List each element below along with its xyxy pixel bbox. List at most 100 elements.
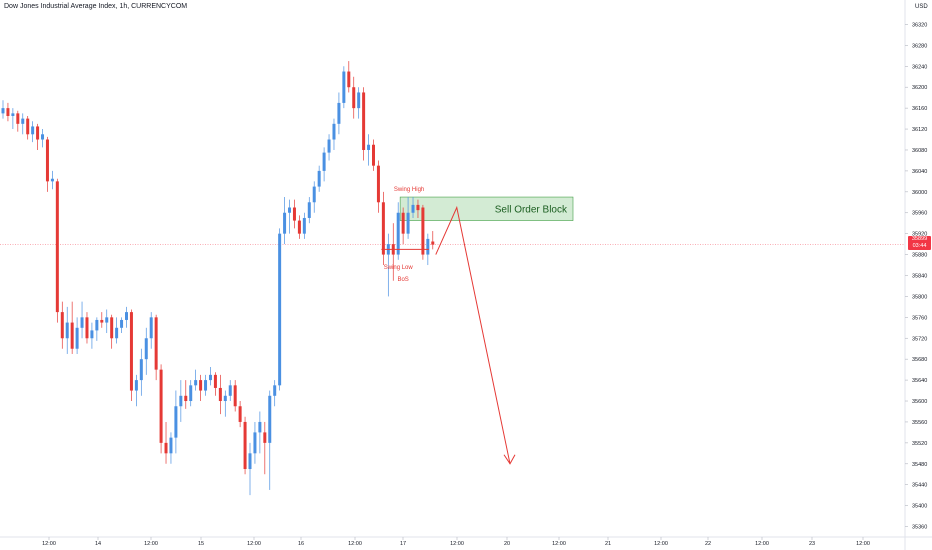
x-tick-label: 20 bbox=[504, 541, 510, 547]
y-tick-label: 35880 bbox=[912, 253, 927, 259]
candle bbox=[381, 191, 385, 266]
candle-body bbox=[154, 317, 158, 370]
candle bbox=[302, 212, 306, 239]
candle bbox=[248, 442, 252, 496]
candle bbox=[327, 134, 331, 161]
swing-high-label: Swing High bbox=[394, 187, 424, 193]
y-tick-label: 35920 bbox=[912, 232, 927, 238]
candle-body bbox=[372, 144, 375, 166]
zone-label: Sell Order Block bbox=[495, 204, 568, 215]
candle-body bbox=[288, 207, 292, 213]
candle-body bbox=[411, 204, 415, 213]
candle-body bbox=[396, 212, 400, 255]
candle bbox=[421, 204, 425, 260]
candle-body bbox=[416, 204, 420, 211]
candle bbox=[16, 110, 20, 132]
candle bbox=[332, 118, 336, 150]
candle bbox=[391, 223, 395, 281]
candle-body bbox=[149, 317, 153, 339]
candle-body bbox=[268, 395, 272, 443]
candle-body bbox=[70, 322, 74, 349]
candle-body bbox=[352, 87, 356, 109]
y-tick-label: 36200 bbox=[912, 85, 927, 91]
candle bbox=[174, 390, 178, 454]
y-tick-label: 36000 bbox=[912, 190, 927, 196]
candle-body bbox=[95, 319, 99, 331]
current-price-value: 35899 bbox=[911, 236, 928, 242]
candle-body bbox=[6, 108, 10, 116]
candle-body bbox=[421, 207, 425, 255]
x-tick-label: 17 bbox=[400, 541, 406, 547]
candle bbox=[347, 61, 351, 93]
x-axis[interactable]: 12:00 14 12:00 15 12:00 16 12:00 17 12:00 20 12:00… bbox=[0, 536, 932, 547]
candle-body bbox=[401, 212, 405, 234]
candle bbox=[95, 317, 99, 341]
candle-body bbox=[174, 406, 178, 438]
candle bbox=[228, 380, 232, 402]
candle bbox=[337, 92, 341, 135]
candle bbox=[372, 139, 375, 171]
x-tick-label: 12:00 bbox=[348, 541, 362, 547]
candle-body bbox=[362, 92, 366, 150]
candle-body bbox=[342, 71, 346, 103]
candle-body bbox=[223, 395, 227, 402]
candle bbox=[362, 87, 366, 161]
candle bbox=[6, 102, 10, 122]
y-tick-label: 36240 bbox=[912, 64, 927, 70]
candle-body bbox=[199, 380, 203, 391]
candle bbox=[154, 314, 158, 381]
countdown-value: 03:44 bbox=[912, 243, 927, 249]
candle-body bbox=[169, 437, 173, 454]
candle-body bbox=[406, 212, 410, 234]
candle-body bbox=[248, 453, 252, 470]
x-tick-label: 16 bbox=[298, 541, 304, 547]
candle bbox=[297, 215, 301, 239]
candle-body bbox=[263, 432, 267, 443]
candle bbox=[100, 312, 104, 328]
candle bbox=[401, 207, 405, 245]
candle-body bbox=[11, 113, 15, 116]
y-tick-label: 35480 bbox=[912, 462, 927, 468]
candle-body bbox=[21, 118, 25, 124]
candle-body bbox=[100, 319, 104, 323]
candle bbox=[45, 136, 49, 192]
candle-body bbox=[75, 327, 79, 349]
y-tick-label: 36160 bbox=[912, 106, 927, 112]
candle bbox=[164, 421, 168, 464]
candle bbox=[253, 421, 257, 464]
candle bbox=[213, 372, 217, 396]
x-tick-label: 12:00 bbox=[42, 541, 56, 547]
candle-body bbox=[381, 202, 385, 255]
candle bbox=[189, 380, 193, 407]
candle bbox=[50, 170, 54, 190]
candle bbox=[75, 317, 79, 354]
candle bbox=[238, 401, 242, 428]
y-tick-label: 35960 bbox=[912, 211, 927, 217]
candle-body bbox=[297, 220, 301, 234]
candle-body bbox=[134, 380, 138, 391]
x-tick-label: 12:00 bbox=[856, 541, 870, 547]
candle-body bbox=[60, 312, 64, 339]
candle bbox=[411, 197, 415, 218]
candle bbox=[129, 309, 133, 402]
x-tick-label: 14 bbox=[95, 541, 101, 547]
candle-body bbox=[45, 139, 49, 182]
x-tick-label: 12:00 bbox=[144, 541, 158, 547]
candle bbox=[243, 416, 247, 475]
y-axis[interactable]: 36320 36280 36240 36200 36160 36120 36080 36040… bbox=[904, 0, 927, 550]
sell-order-block-zone: Sell Order Block bbox=[399, 196, 574, 221]
candle bbox=[416, 199, 420, 218]
candle bbox=[41, 129, 45, 148]
candle-body bbox=[65, 322, 69, 339]
candle-body bbox=[322, 152, 326, 171]
x-tick-label: 12:00 bbox=[755, 541, 769, 547]
candle bbox=[258, 411, 262, 454]
candle bbox=[322, 147, 326, 182]
candle bbox=[179, 380, 183, 422]
candle-body bbox=[184, 395, 188, 402]
current-price-badge: 35899 03:44 bbox=[908, 236, 931, 250]
candle bbox=[288, 199, 292, 234]
candle-body bbox=[273, 385, 277, 396]
